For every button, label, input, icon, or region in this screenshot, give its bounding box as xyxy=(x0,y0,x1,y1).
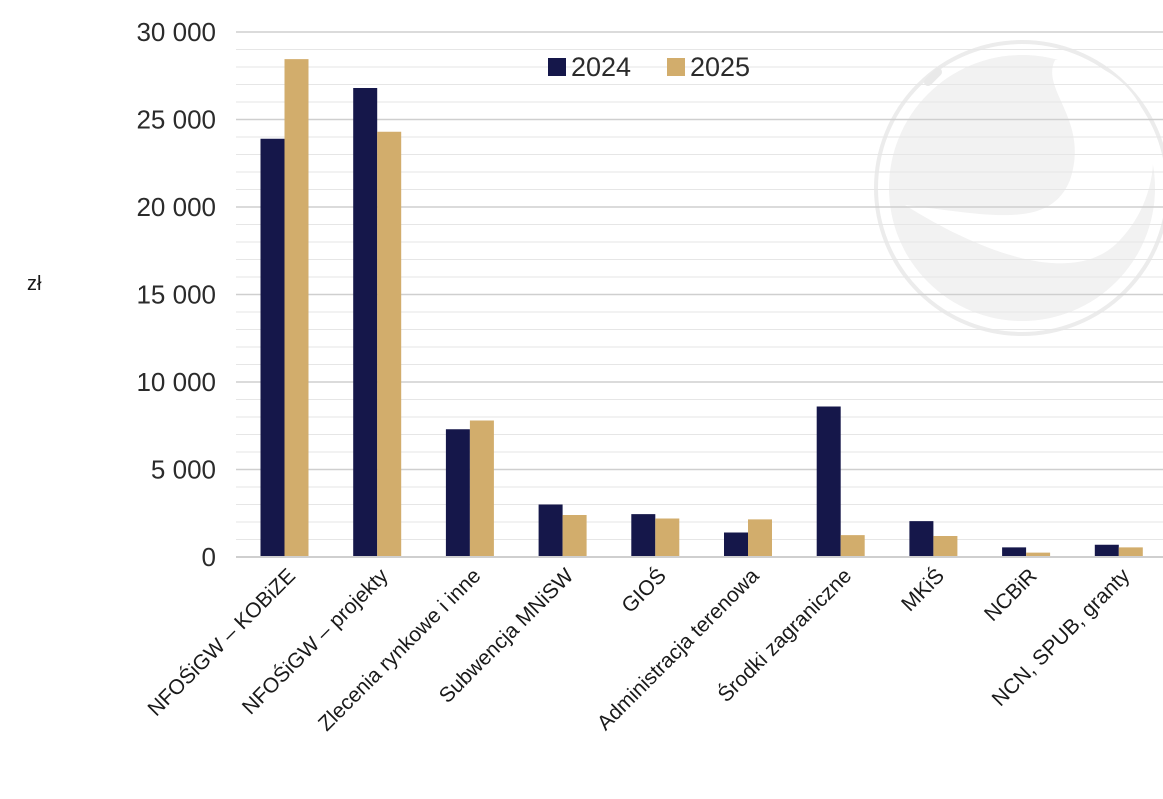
bar-2024 xyxy=(1002,547,1027,557)
watermark-logo-icon xyxy=(874,40,1163,336)
bar-2024 xyxy=(816,406,841,557)
legend-swatch-2025 xyxy=(667,58,685,76)
bar-2024 xyxy=(538,504,563,557)
x-category-label: NCBiR xyxy=(980,564,1042,626)
bar-2025 xyxy=(284,59,309,557)
y-tick-label: 25 000 xyxy=(136,105,216,135)
y-tick-label: 20 000 xyxy=(136,192,216,222)
bar-2025 xyxy=(840,535,865,557)
x-category-label: Zlecenia rynkowe i inne xyxy=(314,564,485,735)
bar-2025 xyxy=(748,519,772,557)
y-tick-label: 5 000 xyxy=(151,455,216,485)
legend-swatch-2024 xyxy=(548,58,566,76)
bar-2025 xyxy=(933,536,958,557)
bar-2025 xyxy=(377,131,402,557)
bar-2024 xyxy=(353,88,378,557)
bar-2024 xyxy=(909,521,934,557)
y-tick-label: 10 000 xyxy=(136,367,216,397)
bar-2025 xyxy=(1118,547,1143,557)
y-tick-label: 0 xyxy=(202,542,216,572)
x-category-label: Administracja terenowa xyxy=(593,564,764,735)
bar-2025 xyxy=(1026,552,1051,557)
legend-label-2024: 2024 xyxy=(571,52,631,82)
bar-2025 xyxy=(469,420,494,557)
y-tick-label: 15 000 xyxy=(136,280,216,310)
bar-2024 xyxy=(724,532,748,557)
y-axis-ticks: 0 5 000 10 000 15 000 20 000 25 000 30 000 xyxy=(136,17,216,572)
legend: 2024 2025 xyxy=(548,52,750,82)
bar-2025 xyxy=(562,515,587,557)
x-category-label: GIOŚ xyxy=(617,564,671,618)
bar-2024 xyxy=(1094,544,1119,557)
bar-2025 xyxy=(655,518,680,557)
x-category-label: NFOŚiGW – KOBiZE xyxy=(143,564,300,721)
y-tick-label: 30 000 xyxy=(136,17,216,47)
legend-label-2025: 2025 xyxy=(690,52,750,82)
x-category-label: MKiŚ xyxy=(896,564,948,616)
bar-2024 xyxy=(445,429,470,557)
y-axis-label: zł xyxy=(27,273,42,295)
bar-2024 xyxy=(260,138,285,557)
bars xyxy=(260,59,1143,557)
bar-2024 xyxy=(631,514,656,557)
